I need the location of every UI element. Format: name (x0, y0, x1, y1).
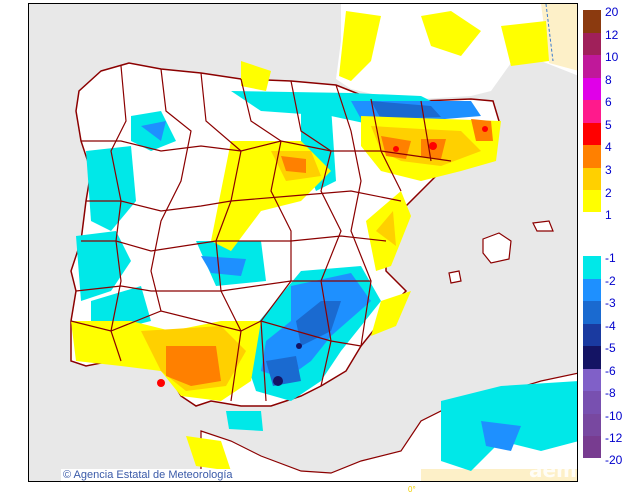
legend-label: -10 (605, 409, 623, 423)
longitude-label: 0° (408, 485, 416, 494)
legend-swatch-m4 (583, 324, 601, 346)
legend-label: -4 (605, 319, 616, 333)
legend-label: 5 (605, 118, 612, 132)
legend-swatch-4 (583, 145, 601, 168)
legend-swatch-5 (583, 123, 601, 145)
legend-swatch-m6 (583, 369, 601, 391)
legend-swatch-8 (583, 78, 601, 100)
color-legend: 20 12 10 8 6 5 4 3 2 1 -1 -2 -3 -4 -5 -6… (583, 6, 630, 480)
legend-label: 8 (605, 73, 612, 87)
legend-swatch-2 (583, 190, 601, 212)
legend-label: -6 (605, 364, 616, 378)
legend-label: -5 (605, 341, 616, 355)
legend-swatch-6 (583, 100, 601, 123)
legend-swatch-3 (583, 168, 601, 190)
legend-swatch-10 (583, 55, 601, 78)
anomaly-map[interactable]: © Agencia Estatal de Meteorología aemet (28, 3, 578, 482)
legend-label: -2 (605, 274, 616, 288)
legend-label: 6 (605, 95, 612, 109)
legend-label: 20 (605, 5, 619, 19)
legend-swatch-12 (583, 33, 601, 55)
legend-label: 12 (605, 28, 619, 42)
legend-label: -20 (605, 453, 623, 467)
legend-swatch-m8 (583, 391, 601, 414)
legend-swatch-m3 (583, 301, 601, 324)
legend-swatch-m2 (583, 279, 601, 301)
legend-label: -1 (605, 251, 616, 265)
legend-swatch-m10 (583, 414, 601, 436)
legend-swatch-m5 (583, 346, 601, 369)
map-canvas (29, 4, 577, 481)
aemet-watermark: aemet (529, 458, 577, 482)
legend-label: 4 (605, 140, 612, 154)
legend-swatch-m1 (583, 256, 601, 279)
legend-label: -3 (605, 296, 616, 310)
legend-label: -12 (605, 431, 623, 445)
legend-label: 3 (605, 163, 612, 177)
copyright-credit: © Agencia Estatal de Meteorología (61, 469, 235, 481)
legend-label: 1 (605, 208, 612, 222)
legend-swatch-m12 (583, 436, 601, 458)
legend-label: -8 (605, 386, 616, 400)
legend-label: 2 (605, 186, 612, 200)
legend-swatch-20 (583, 10, 601, 33)
legend-label: 10 (605, 50, 619, 64)
